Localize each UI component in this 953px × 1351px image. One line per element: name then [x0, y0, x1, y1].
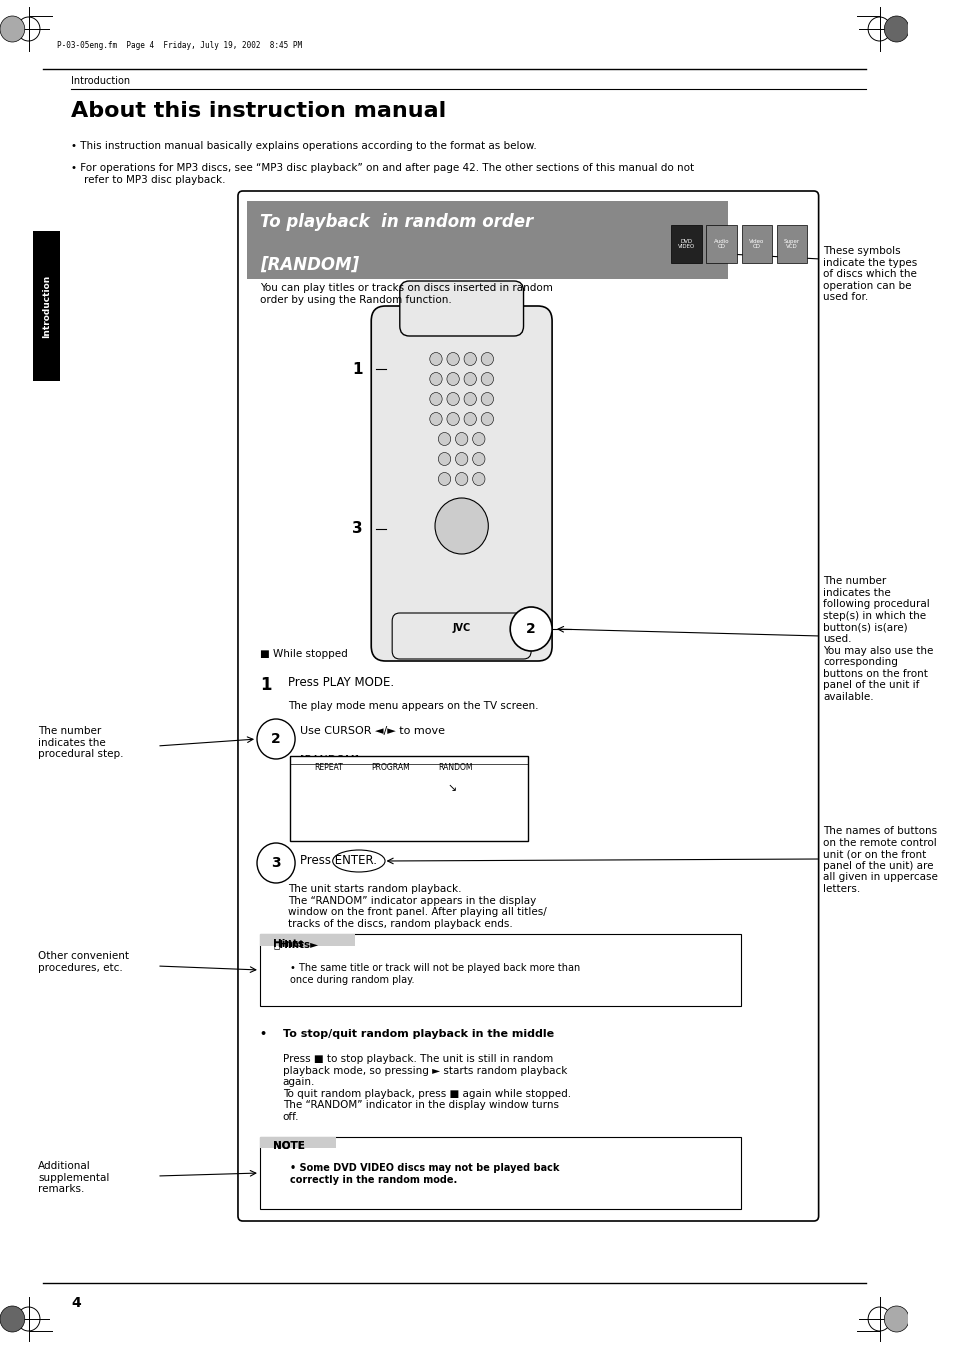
Text: 1: 1 [259, 676, 271, 694]
Text: About this instruction manual: About this instruction manual [71, 101, 446, 122]
Circle shape [883, 1306, 908, 1332]
Circle shape [472, 432, 484, 446]
Text: [RANDOM]: [RANDOM] [259, 255, 358, 274]
Text: PROGRAM: PROGRAM [371, 763, 410, 771]
Circle shape [429, 412, 441, 426]
Circle shape [446, 393, 458, 405]
FancyBboxPatch shape [33, 231, 60, 381]
Circle shape [446, 412, 458, 426]
FancyBboxPatch shape [237, 190, 818, 1221]
Circle shape [510, 607, 552, 651]
FancyBboxPatch shape [371, 305, 552, 661]
Circle shape [883, 16, 908, 42]
Text: • The same title or track will not be played back more than
once during random p: • The same title or track will not be pl… [290, 963, 580, 985]
Text: 2: 2 [526, 621, 536, 636]
Text: You can play titles or tracks on discs inserted in random
order by using the Ran: You can play titles or tracks on discs i… [259, 282, 552, 304]
FancyBboxPatch shape [247, 201, 727, 280]
Circle shape [463, 412, 476, 426]
Text: The number
indicates the
procedural step.: The number indicates the procedural step… [38, 725, 124, 759]
Text: Super
VCD: Super VCD [783, 239, 800, 250]
Text: Audio
CD: Audio CD [713, 239, 729, 250]
Text: Press ■ to stop playback. The unit is still in random
playback mode, so pressing: Press ■ to stop playback. The unit is st… [282, 1054, 570, 1121]
Circle shape [463, 393, 476, 405]
Text: [RANDOM].: [RANDOM]. [299, 754, 362, 765]
Text: • This instruction manual basically explains operations according to the format : • This instruction manual basically expl… [71, 141, 537, 151]
Circle shape [0, 1306, 25, 1332]
Circle shape [480, 412, 493, 426]
Text: •: • [259, 1029, 271, 1039]
Text: Press PLAY MODE.: Press PLAY MODE. [288, 676, 395, 689]
Text: 3: 3 [352, 521, 362, 536]
FancyBboxPatch shape [259, 934, 355, 946]
Circle shape [446, 353, 458, 366]
FancyBboxPatch shape [705, 226, 736, 263]
Circle shape [435, 499, 488, 554]
Text: Other convenient
procedures, etc.: Other convenient procedures, etc. [38, 951, 129, 973]
Circle shape [472, 453, 484, 466]
FancyBboxPatch shape [399, 281, 523, 336]
Text: Press ENTER.: Press ENTER. [299, 854, 376, 867]
Circle shape [455, 473, 467, 485]
Text: NOTE: NOTE [273, 1142, 305, 1151]
Circle shape [480, 393, 493, 405]
Text: The names of buttons
on the remote control
unit (or on the front
panel of the un: The names of buttons on the remote contr… [822, 825, 937, 894]
Text: Additional
supplemental
remarks.: Additional supplemental remarks. [38, 1161, 110, 1194]
Circle shape [429, 353, 441, 366]
Circle shape [480, 353, 493, 366]
Circle shape [429, 373, 441, 385]
FancyBboxPatch shape [776, 226, 806, 263]
FancyBboxPatch shape [259, 934, 740, 1006]
Text: RANDOM: RANDOM [437, 763, 472, 771]
Circle shape [455, 453, 467, 466]
Text: • Some DVD VIDEO discs may not be played back
correctly in the random mode.: • Some DVD VIDEO discs may not be played… [290, 1163, 559, 1185]
Text: Use CURSOR ◄/► to move: Use CURSOR ◄/► to move [299, 725, 444, 736]
Circle shape [463, 353, 476, 366]
Text: 1: 1 [352, 362, 362, 377]
Text: Video
CD: Video CD [748, 239, 763, 250]
Circle shape [480, 373, 493, 385]
Circle shape [429, 393, 441, 405]
Text: DVD
VIDEO: DVD VIDEO [677, 239, 694, 250]
Text: 💡Hints►: 💡Hints► [273, 939, 318, 948]
FancyBboxPatch shape [670, 226, 700, 263]
Circle shape [437, 432, 450, 446]
Text: The play mode menu appears on the TV screen.: The play mode menu appears on the TV scr… [288, 701, 538, 711]
Circle shape [0, 16, 25, 42]
Circle shape [463, 373, 476, 385]
Circle shape [437, 453, 450, 466]
FancyBboxPatch shape [259, 1138, 740, 1209]
Text: NOTE: NOTE [273, 1142, 305, 1151]
Text: ■ While stopped: ■ While stopped [259, 648, 347, 659]
Text: • For operations for MP3 discs, see “MP3 disc playback” on and after page 42. Th: • For operations for MP3 discs, see “MP3… [71, 163, 694, 185]
Circle shape [472, 473, 484, 485]
Text: 2: 2 [271, 732, 280, 746]
Text: Hints: Hints [273, 939, 304, 948]
Circle shape [446, 373, 458, 385]
Text: These symbols
indicate the types
of discs which the
operation can be
used for.: These symbols indicate the types of disc… [822, 246, 917, 303]
Text: ↘: ↘ [447, 784, 456, 793]
Text: To playback  in random order: To playback in random order [259, 213, 533, 231]
Text: P-03-05eng.fm  Page 4  Friday, July 19, 2002  8:45 PM: P-03-05eng.fm Page 4 Friday, July 19, 20… [57, 41, 302, 50]
Text: The number
indicates the
following procedural
step(s) in which the
button(s) is(: The number indicates the following proce… [822, 576, 933, 703]
Text: Introduction: Introduction [42, 274, 51, 338]
Text: To stop/quit random playback in the middle: To stop/quit random playback in the midd… [282, 1029, 554, 1039]
FancyBboxPatch shape [259, 1138, 335, 1148]
FancyBboxPatch shape [740, 226, 771, 263]
Text: Introduction: Introduction [71, 76, 131, 86]
Circle shape [455, 432, 467, 446]
FancyBboxPatch shape [392, 613, 531, 659]
Text: 3: 3 [271, 857, 280, 870]
Text: The unit starts random playback.
The “RANDOM” indicator appears in the display
w: The unit starts random playback. The “RA… [288, 884, 547, 928]
Text: 4: 4 [71, 1296, 81, 1310]
FancyBboxPatch shape [290, 757, 528, 842]
Text: JVC: JVC [452, 623, 470, 634]
Text: REPEAT: REPEAT [314, 763, 342, 771]
Circle shape [437, 473, 450, 485]
